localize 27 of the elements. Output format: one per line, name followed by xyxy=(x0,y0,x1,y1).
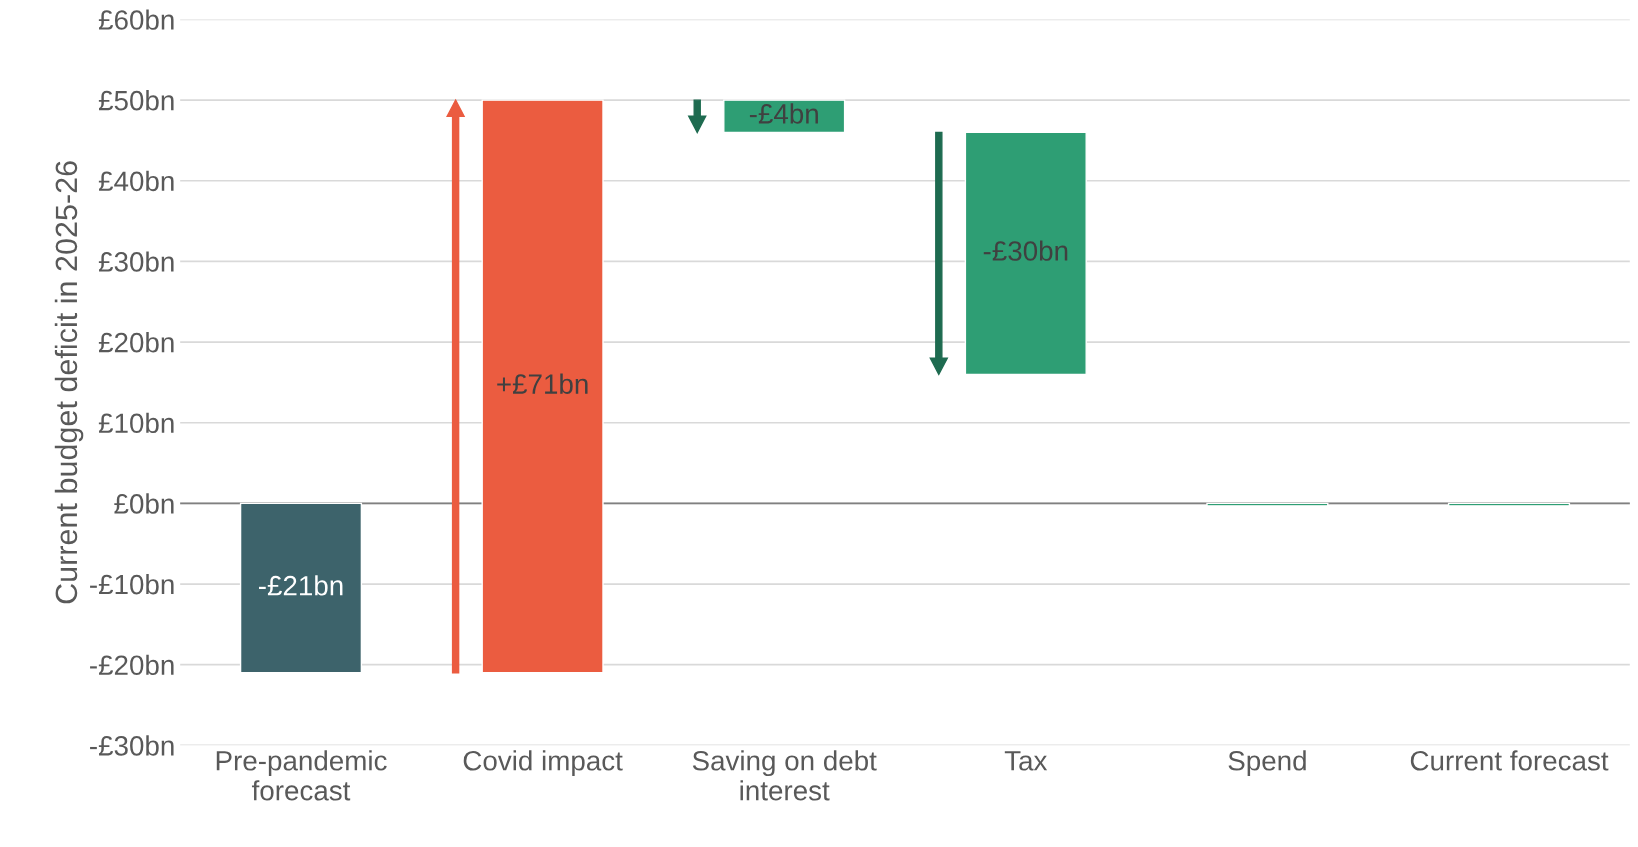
y-tick-label: £0bn xyxy=(114,493,174,514)
y-tick-label: -£10bn xyxy=(90,573,174,595)
bar xyxy=(1206,502,1329,507)
y-tick-label: £20bn xyxy=(98,332,174,353)
x-tick-label: Pre-pandemic forecast xyxy=(216,750,387,801)
y-tick-label: £30bn xyxy=(98,251,174,272)
x-tick-label: Spend xyxy=(1228,750,1306,777)
data-label: -£30bn xyxy=(983,240,1068,261)
bar xyxy=(481,99,604,674)
x-tick-label: Current forecast xyxy=(1410,750,1609,771)
x-tick-label: Covid impact xyxy=(463,750,623,777)
bar xyxy=(239,502,363,674)
data-label: -£21bn xyxy=(258,575,343,596)
data-label: +£71bn xyxy=(497,373,588,394)
x-tick-label: Saving on debt interest xyxy=(692,750,877,801)
x-tick-label: Tax xyxy=(1004,751,1048,771)
y-tick-label: -£30bn xyxy=(90,735,174,756)
bar xyxy=(964,131,1087,376)
y-tick-label: £10bn xyxy=(98,412,174,434)
y-tick-label: £60bn xyxy=(98,9,174,30)
data-label: -£4bn xyxy=(749,103,818,124)
y-tick-label: £40bn xyxy=(98,170,174,192)
y-tick-label: -£20bn xyxy=(90,654,174,676)
y-axis-title: Current budget deficit in 2025-26 xyxy=(54,161,84,604)
bar xyxy=(723,99,846,134)
y-tick-label: £50bn xyxy=(98,90,174,111)
bar xyxy=(1447,502,1571,507)
